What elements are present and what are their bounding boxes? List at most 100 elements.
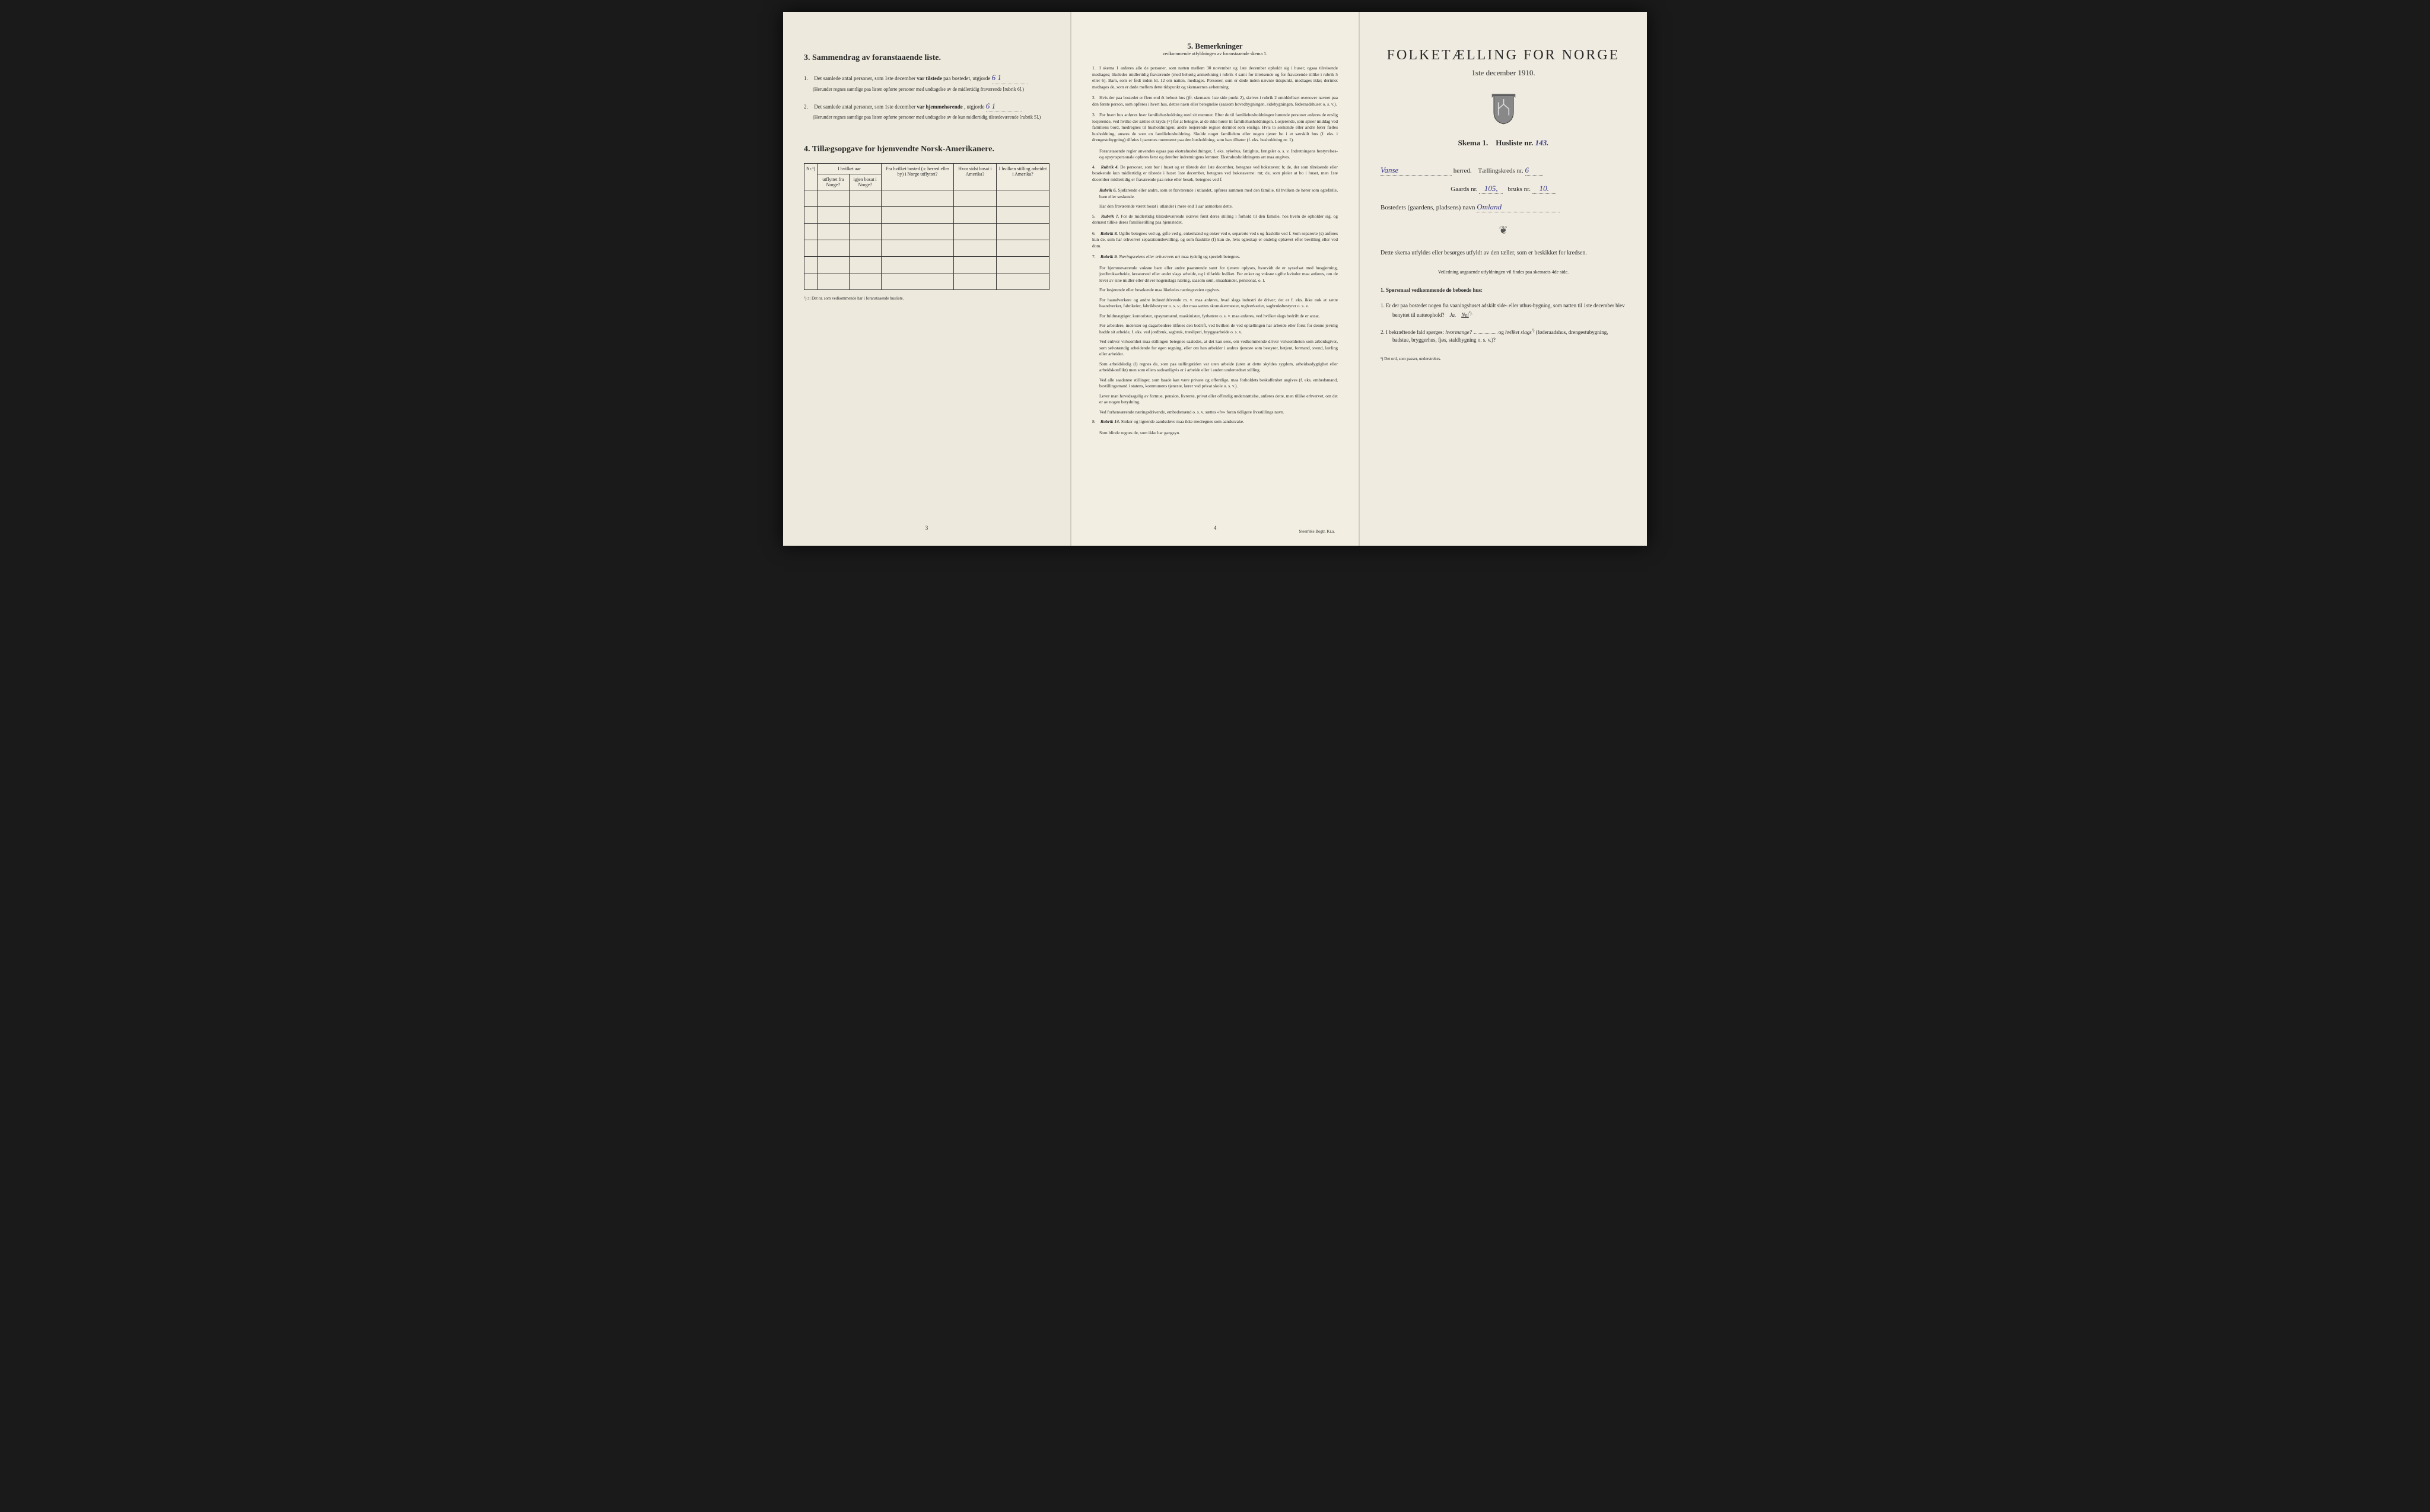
table-row: [804, 224, 1049, 240]
r6-bold: Rubrik 8.: [1101, 231, 1118, 236]
remark7-line: For haandverkere og andre industridriven…: [1099, 297, 1338, 310]
gaard-label: Gaards nr.: [1451, 186, 1477, 193]
husliste-label: Husliste nr.: [1496, 138, 1533, 147]
item2-after: , utgjorde: [964, 104, 985, 110]
item2-note: (Herunder regnes samtlige paa listen opf…: [813, 114, 1049, 121]
coat-of-arms: [1381, 93, 1626, 126]
r8-text: Sinker og lignende aandssløve maa ikke m…: [1121, 419, 1244, 424]
remark7-line: For fuldmægtiger, kontorister, opsynsmæn…: [1099, 313, 1338, 320]
ornament-icon: ❦: [1381, 224, 1626, 237]
th-stilling: I hvilken stilling arbeidet i Amerika?: [997, 164, 1049, 190]
table-row: [804, 273, 1049, 290]
table-row: [804, 257, 1049, 273]
remark6: 6. Rubrik 8. Ugifte betegnes ved ug, gif…: [1092, 231, 1338, 250]
r5-text: For de midlertidig tilstedeværende skriv…: [1092, 214, 1338, 225]
main-title: FOLKETÆLLING FOR NORGE: [1381, 47, 1626, 63]
section5-number: 5.: [1187, 42, 1193, 50]
remark4-num: 4.: [1092, 164, 1099, 171]
q2-before: I bekræftende fald spørges:: [1386, 329, 1444, 335]
remark4-bold: Rubrik 4.: [1101, 164, 1119, 170]
q1-num: 1.: [1381, 303, 1385, 308]
table-row: [804, 207, 1049, 224]
q2-mid: og: [1499, 329, 1504, 335]
r7-text: maa tydelig og specielt betegnes.: [1181, 254, 1240, 259]
r4i1-bold: Rubrik 6.: [1099, 187, 1117, 193]
small-instruction: Veiledning angaaende utfyldningen vil fi…: [1381, 269, 1626, 275]
page-num-3: 3: [925, 525, 928, 531]
husliste-value: 143.: [1535, 138, 1549, 147]
section5-title-text: Bemerkninger: [1195, 42, 1242, 50]
item2: 2. Det samlede antal personer, som 1ste …: [804, 100, 1049, 122]
remark7-line: For hjemmeværende voksne barn eller andr…: [1099, 265, 1338, 284]
remark-item: 2.Hvis der paa bostedet er flere end ét …: [1092, 95, 1338, 107]
bosted-value: Omland: [1477, 202, 1502, 211]
th-nr: Nr.¹): [804, 164, 818, 190]
herred-value: Vanse: [1381, 165, 1398, 174]
section3-title-text: Sammendrag av foranstaaende liste.: [812, 53, 941, 62]
section4-title-text: Tillægsopgave for hjemvendte Norsk-Ameri…: [812, 145, 994, 154]
right-footnote: ¹) Det ord, som passer, understrekes.: [1381, 356, 1626, 361]
bosted-line: Bostedets (gaardens, pladsens) navn Omla…: [1381, 202, 1626, 212]
item1-note: (Herunder regnes samtlige paa listen opf…: [813, 86, 1049, 93]
skema-line: Skema 1. Husliste nr. 143.: [1381, 138, 1626, 148]
question-header: 1. Spørsmaal vedkommende de beboede hus:: [1381, 287, 1626, 295]
kreds-value: 6: [1525, 165, 1529, 174]
gaard-value: 105,: [1484, 184, 1498, 193]
r4i1-text: Sjøfarende eller andre, som er fraværend…: [1099, 187, 1338, 199]
shield-icon: [1490, 93, 1517, 125]
table-row: [804, 240, 1049, 257]
question1: 1. Er der paa bostedet nogen fra vaaning…: [1381, 302, 1626, 320]
remark4: 4. Rubrik 4. De personer, som bor i huse…: [1092, 164, 1338, 183]
r6-text: Ugifte betegnes ved ug, gifte ved g, enk…: [1092, 231, 1338, 249]
section3-number: 3.: [804, 53, 810, 62]
remark7-lines: For hjemmeværende voksne barn eller andr…: [1092, 265, 1338, 416]
remark4-text: De personer, som bor i huset og er tilst…: [1092, 164, 1338, 182]
q2-num: 2.: [1381, 329, 1385, 335]
remark4-indent2: Har den fraværende været bosat i utlande…: [1099, 203, 1338, 210]
item2-value: 6 1: [986, 101, 995, 110]
remarks-list: 1.I skema 1 anføres alle de personer, so…: [1092, 65, 1338, 144]
instruction: Dette skema utfyldes eller besørges utfy…: [1381, 249, 1626, 257]
q1-sup: ¹).: [1469, 310, 1473, 316]
item2-num: 2.: [804, 103, 813, 112]
bruk-value: 10.: [1540, 184, 1549, 193]
section4-title: 4. Tillægsopgave for hjemvendte Norsk-Am…: [804, 145, 1049, 154]
section4-footnote: ¹) ɔ: Det nr. som vedkommende har i fora…: [804, 296, 1049, 301]
r7-italic: Næringsveiens eller erhvervets art: [1119, 254, 1180, 259]
q1-ja: Ja.: [1449, 312, 1456, 318]
r7-bold: Rubrik 9.: [1101, 254, 1118, 259]
remark3-indent: Foranstaaende regler anvendes ogsaa paa …: [1099, 148, 1338, 161]
page-left: 3. Sammendrag av foranstaaende liste. 1.…: [783, 12, 1071, 546]
remark4-indent1: Rubrik 6. Sjøfarende eller andre, som er…: [1099, 187, 1338, 200]
item1: 1. Det samlede antal personer, som 1ste …: [804, 72, 1049, 93]
remark7: 7. Rubrik 9. Næringsveiens eller erhverv…: [1092, 254, 1338, 260]
page-middle: 5. Bemerkninger vedkommende utfyldningen…: [1071, 12, 1360, 546]
census-date: 1ste december 1910.: [1381, 68, 1626, 78]
bosted-label: Bostedets (gaardens, pladsens) navn: [1381, 204, 1475, 211]
page-num-4: 4: [1214, 525, 1217, 531]
remark7-line: Ved enhver virksomhet maa stillingen bet…: [1099, 339, 1338, 358]
amerikaner-table: Nr.¹) I hvilket aar Fra hvilket bosted (…: [804, 163, 1049, 290]
question2: 2. I bekræftende fald spørges: hvormange…: [1381, 327, 1626, 345]
table-row: [804, 190, 1049, 207]
gaard-line: Gaards nr. 105, bruks nr. 10.: [1381, 184, 1626, 194]
r5-num: 5.: [1092, 214, 1099, 220]
item1-num: 1.: [804, 75, 813, 83]
remark-item: 3.For hvert hus anføres hver familiehush…: [1092, 112, 1338, 144]
printer-credit: Steen'ske Bogtr. Kr.a.: [1299, 529, 1335, 534]
r5-bold: Rubrik 7.: [1101, 214, 1119, 219]
item2-bold: var hjemmehørende: [917, 104, 962, 110]
remark7-line: For arbeidere, inderster og dagarbeidere…: [1099, 323, 1338, 335]
r6-num: 6.: [1092, 231, 1099, 237]
r8-indent: Som blinde regnes de, som ikke har gangs…: [1099, 430, 1338, 437]
bruk-label: bruks nr.: [1507, 186, 1531, 193]
remark7-line: Som arbeidsledig (l) regnes de, som paa …: [1099, 361, 1338, 374]
th-bosted: Fra hvilket bosted (ɔ: herred eller by) …: [881, 164, 953, 190]
remark8: 8. Rubrik 14. Sinker og lignende aandssl…: [1092, 419, 1338, 425]
th-bosat: igjen bosat i Norge?: [849, 174, 881, 190]
r7-num: 7.: [1092, 254, 1099, 260]
herred-label: herred.: [1453, 167, 1472, 174]
page-right: FOLKETÆLLING FOR NORGE 1ste december 191…: [1360, 12, 1647, 546]
question-header-text: 1. Spørsmaal vedkommende de beboede hus:: [1381, 287, 1483, 293]
table-body: [804, 190, 1049, 290]
